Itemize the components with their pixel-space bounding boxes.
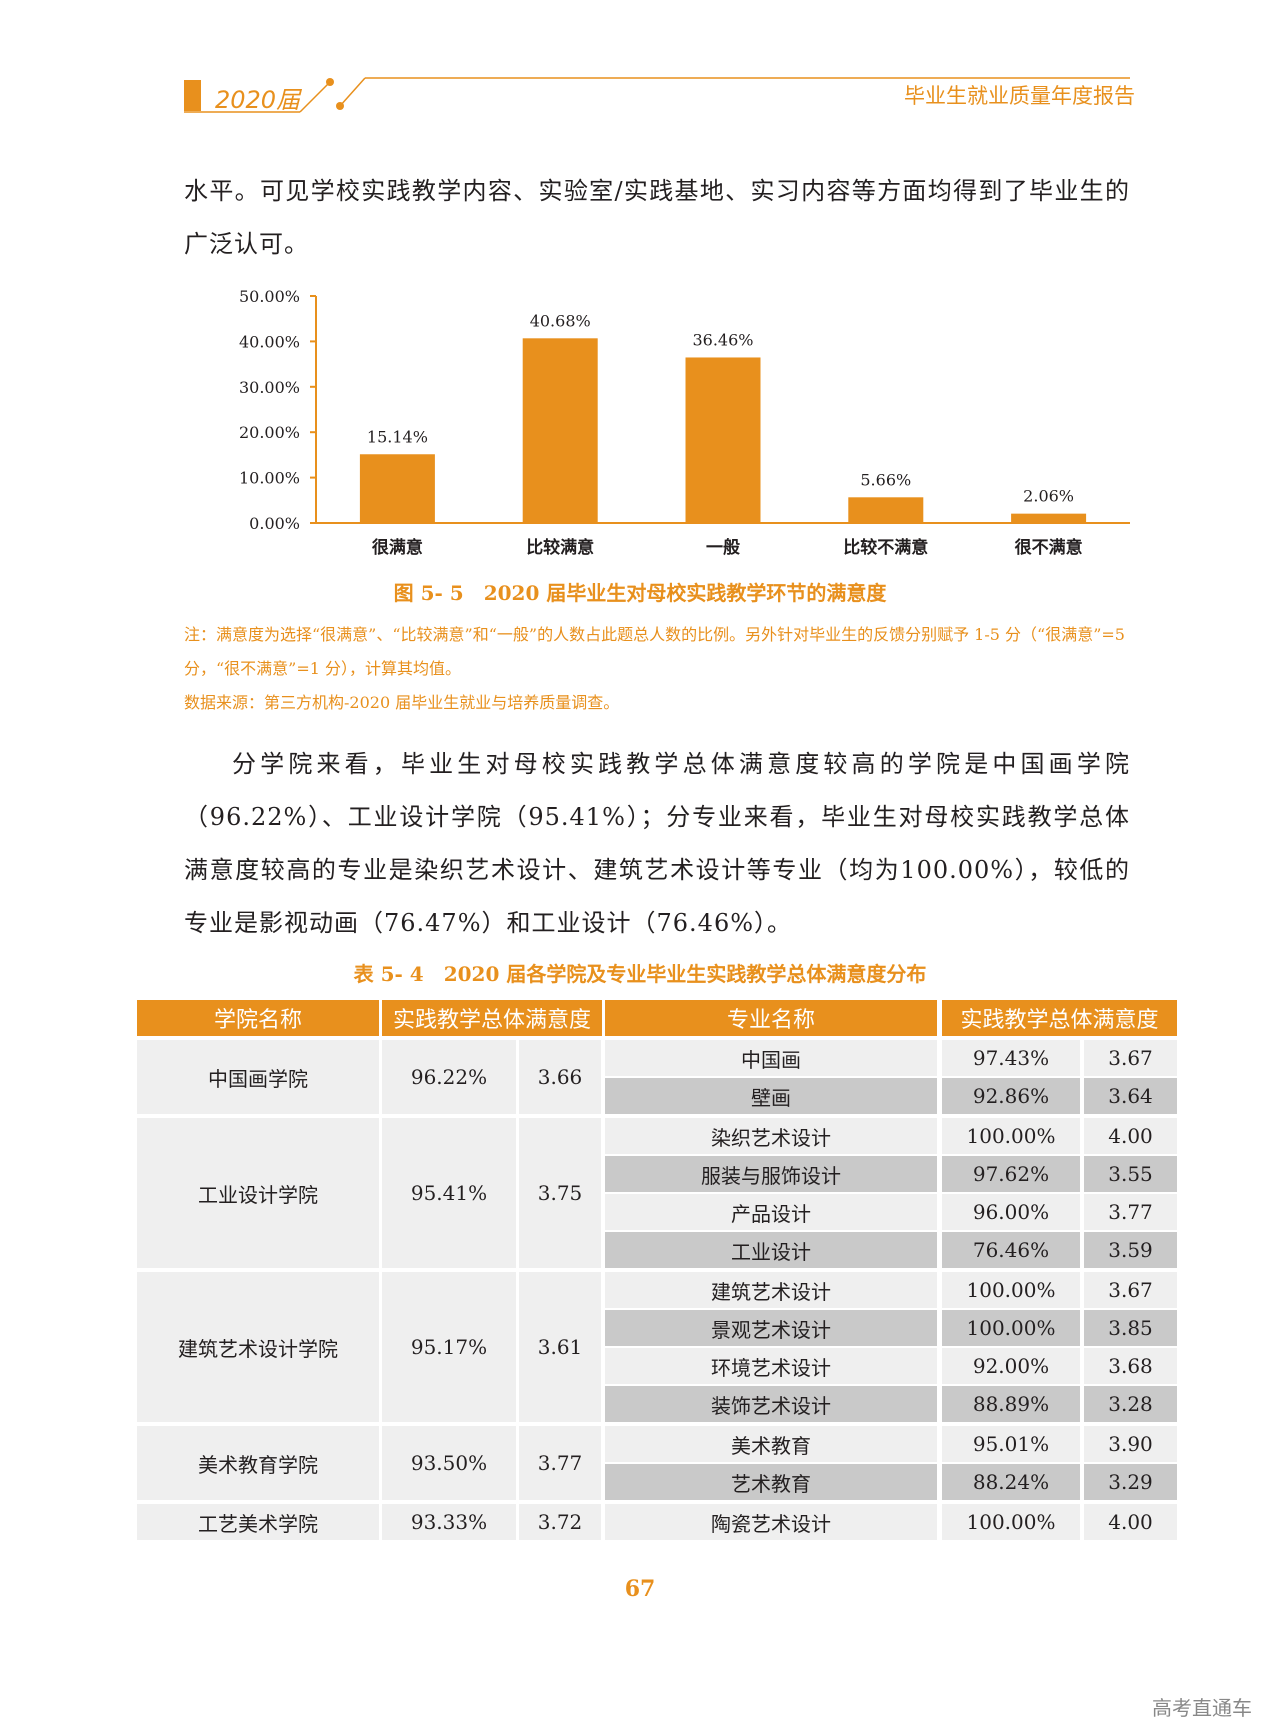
y-tick-label: 50.00% xyxy=(239,287,300,306)
major-name-cell: 陶瓷艺术设计 xyxy=(605,1504,937,1540)
intro-paragraph: 水平。可见学校实践教学内容、实验室/实践基地、实习内容等方面均得到了毕业生的广泛… xyxy=(184,177,1130,258)
major-score-cell: 3.85 xyxy=(1084,1310,1177,1346)
major-score-cell: 3.29 xyxy=(1084,1464,1177,1500)
college-rate-cell: 96.22% xyxy=(382,1040,516,1114)
college-name-cell: 建筑艺术设计学院 xyxy=(137,1272,379,1422)
major-score-cell: 3.67 xyxy=(1084,1272,1177,1308)
bar-value-label: 40.68% xyxy=(530,311,591,330)
major-name-cell: 艺术教育 xyxy=(605,1464,937,1500)
college-score-cell: 3.66 xyxy=(519,1040,601,1114)
y-tick-label: 40.00% xyxy=(239,332,300,351)
major-name-cell: 服装与服饰设计 xyxy=(605,1156,937,1192)
major-name-cell: 中国画 xyxy=(605,1040,937,1076)
category-label: 很满意 xyxy=(372,537,423,558)
major-name-cell: 产品设计 xyxy=(605,1194,937,1230)
watermark: 高考直通车 xyxy=(1152,1696,1252,1720)
figure-note: 注：满意度为选择“很满意”、“比较满意”和“一般”的人数占此题总人数的比例。另外… xyxy=(184,625,1125,678)
category-label: 很不满意 xyxy=(1015,537,1083,558)
header-year: 2020届 xyxy=(215,86,301,114)
major-rate-cell: 92.86% xyxy=(942,1078,1080,1114)
major-score-cell: 3.55 xyxy=(1084,1156,1177,1192)
college-score-cell: 3.75 xyxy=(519,1118,601,1268)
college-rate-cell: 93.33% xyxy=(382,1504,516,1540)
bar-value-label: 5.66% xyxy=(860,470,911,489)
major-name-cell: 染织艺术设计 xyxy=(605,1118,937,1154)
bar xyxy=(522,338,598,523)
major-rate-cell: 100.00% xyxy=(942,1504,1080,1540)
chart-svg: 0.00% 10.00% 20.00% 30.00% 40.00% 50.00% 15.14… xyxy=(239,287,1130,558)
college-score-cell: 3.61 xyxy=(519,1272,601,1422)
table-caption: 表 5- 4 2020 届各学院及专业毕业生实践教学总体满意度分布 xyxy=(353,962,927,986)
college-score-cell: 3.77 xyxy=(519,1426,601,1500)
header-college: 学院名称 xyxy=(137,1000,379,1036)
college-name-cell: 工艺美术学院 xyxy=(137,1504,379,1540)
college-rate-cell: 95.17% xyxy=(382,1272,516,1422)
y-tick-label: 20.00% xyxy=(239,423,300,442)
page-header: 2020届 毕业生就业质量年度报告 xyxy=(0,0,1280,120)
header-decoration xyxy=(184,77,1130,113)
header-accent-bar xyxy=(184,80,201,111)
category-label: 比较满意 xyxy=(526,537,594,558)
major-rate-cell: 95.01% xyxy=(942,1426,1080,1462)
major-score-cell: 3.90 xyxy=(1084,1426,1177,1462)
college-name-cell: 工业设计学院 xyxy=(137,1118,379,1268)
figure-source: 数据来源：第三方机构-2020 届毕业生就业与培养质量调查。 xyxy=(184,693,620,712)
major-rate-cell: 88.24% xyxy=(942,1464,1080,1500)
college-name-cell: 美术教育学院 xyxy=(137,1426,379,1500)
analysis-paragraph: 分学院来看，毕业生对母校实践教学总体满意度较高的学院是中国画学院（96.22%）… xyxy=(184,750,1130,937)
bar xyxy=(685,357,761,523)
major-name-cell: 装饰艺术设计 xyxy=(605,1386,937,1422)
page-number: 67 xyxy=(624,1576,656,1602)
major-name-cell: 景观艺术设计 xyxy=(605,1310,937,1346)
bar xyxy=(1011,513,1087,523)
satisfaction-bar-chart: 0.00% 10.00% 20.00% 30.00% 40.00% 50.00% 15.14… xyxy=(220,280,1150,570)
major-score-cell: 3.68 xyxy=(1084,1348,1177,1384)
major-rate-cell: 100.00% xyxy=(942,1118,1080,1154)
major-rate-cell: 96.00% xyxy=(942,1194,1080,1230)
bar-value-label: 36.46% xyxy=(692,330,753,349)
category-label: 比较不满意 xyxy=(843,537,928,558)
college-rate-cell: 93.50% xyxy=(382,1426,516,1500)
y-tick-label: 10.00% xyxy=(239,469,300,488)
major-name-cell: 建筑艺术设计 xyxy=(605,1272,937,1308)
college-rate-cell: 95.41% xyxy=(382,1118,516,1268)
major-rate-cell: 92.00% xyxy=(942,1348,1080,1384)
major-score-cell: 3.77 xyxy=(1084,1194,1177,1230)
header-major-satisfaction: 实践教学总体满意度 xyxy=(942,1000,1177,1036)
major-name-cell: 壁画 xyxy=(605,1078,937,1114)
college-score-cell: 3.72 xyxy=(519,1504,601,1540)
bar-value-label: 2.06% xyxy=(1023,487,1074,506)
header-title: 毕业生就业质量年度报告 xyxy=(904,84,1135,108)
major-name-cell: 环境艺术设计 xyxy=(605,1348,937,1384)
y-tick-label: 30.00% xyxy=(239,378,300,397)
major-score-cell: 3.64 xyxy=(1084,1078,1177,1114)
satisfaction-table: 学院名称 实践教学总体满意度 专业名称 实践教学总体满意度 中国画学院 96.22% 3.6… xyxy=(137,1000,1177,1560)
bar xyxy=(848,497,924,523)
major-score-cell: 4.00 xyxy=(1084,1118,1177,1154)
category-label: 一般 xyxy=(706,537,740,558)
major-rate-cell: 100.00% xyxy=(942,1310,1080,1346)
major-score-cell: 3.28 xyxy=(1084,1386,1177,1422)
major-rate-cell: 97.43% xyxy=(942,1040,1080,1076)
major-name-cell: 美术教育 xyxy=(605,1426,937,1462)
major-rate-cell: 76.46% xyxy=(942,1232,1080,1268)
major-rate-cell: 97.62% xyxy=(942,1156,1080,1192)
major-name-cell: 工业设计 xyxy=(605,1232,937,1268)
bar-value-label: 15.14% xyxy=(367,427,428,446)
major-rate-cell: 100.00% xyxy=(942,1272,1080,1308)
major-score-cell: 4.00 xyxy=(1084,1504,1177,1540)
header-major: 专业名称 xyxy=(605,1000,937,1036)
bar xyxy=(359,454,435,523)
header-college-satisfaction: 实践教学总体满意度 xyxy=(382,1000,602,1036)
major-score-cell: 3.59 xyxy=(1084,1232,1177,1268)
y-tick-label: 0.00% xyxy=(249,514,300,533)
college-name-cell: 中国画学院 xyxy=(137,1040,379,1114)
major-rate-cell: 88.89% xyxy=(942,1386,1080,1422)
figure-caption: 图 5- 5 2020 届毕业生对母校实践教学环节的满意度 xyxy=(393,581,887,605)
major-score-cell: 3.67 xyxy=(1084,1040,1177,1076)
